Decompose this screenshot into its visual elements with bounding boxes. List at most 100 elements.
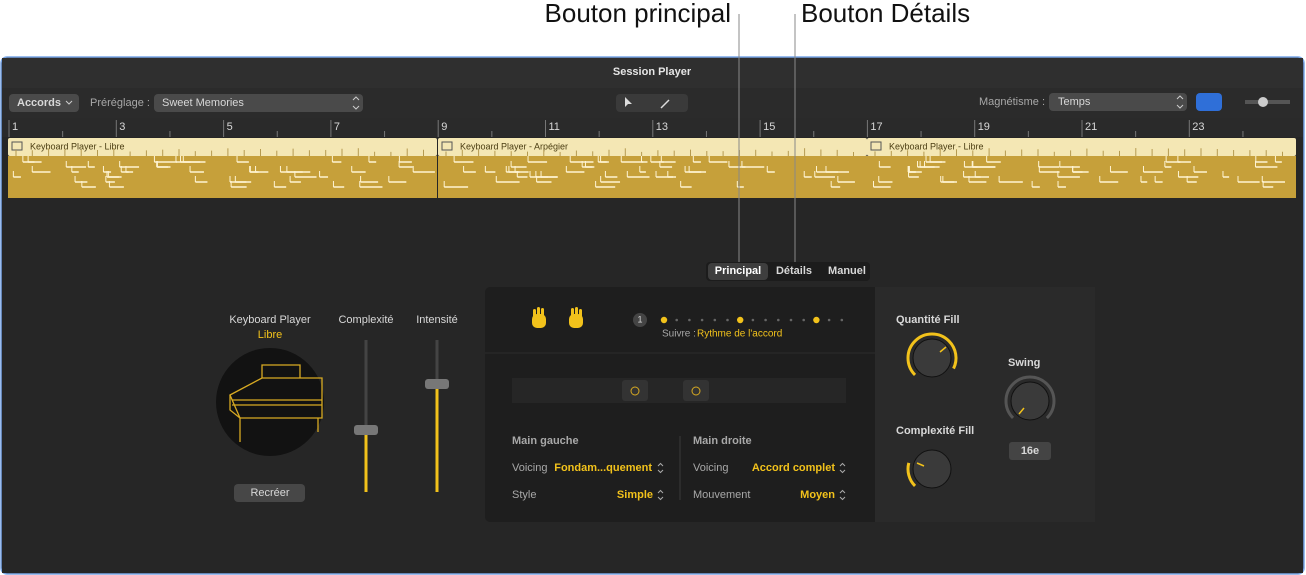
ruler-label: 3	[119, 121, 125, 133]
track-type-menu[interactable]	[9, 94, 79, 112]
piano-icon	[229, 364, 323, 442]
swing-button[interactable]	[1009, 442, 1051, 460]
player-avatar	[216, 348, 324, 456]
follow-label: Suivre :	[662, 329, 696, 340]
tab[interactable]: Détails	[776, 265, 812, 277]
ruler-label: 17	[870, 121, 882, 133]
field-label: Voicing	[512, 462, 547, 474]
step-dot	[737, 316, 744, 324]
field-label: Mouvement	[693, 489, 750, 501]
step-dot	[764, 318, 767, 322]
step-dot	[777, 318, 780, 322]
chevron	[65, 100, 73, 105]
title-bar	[2, 58, 1303, 88]
field-value[interactable]: Moyen	[800, 489, 835, 501]
step-dot	[802, 318, 805, 322]
knob-arc	[1004, 375, 1056, 427]
hand-icons[interactable]	[532, 307, 583, 328]
tab[interactable]: Principal	[715, 265, 761, 277]
region-header	[438, 138, 867, 156]
ruler-label: 15	[763, 121, 775, 133]
track-type: Accords	[17, 97, 61, 109]
knob-indicator	[939, 346, 947, 353]
step-dot	[789, 318, 793, 322]
field-value[interactable]: Fondam...quement	[554, 462, 652, 474]
snap-toggle[interactable]	[1196, 93, 1222, 111]
knob-label: Swing	[1008, 357, 1040, 369]
section-title: Main droite	[693, 435, 752, 447]
follow-value[interactable]: Rythme de l'accord	[697, 329, 782, 340]
region-header	[8, 138, 437, 156]
step-dot	[713, 318, 717, 322]
ruler-label: 11	[549, 121, 560, 133]
preset-label: Préréglage :	[90, 97, 150, 109]
knob-arc	[906, 332, 958, 384]
tool-menus[interactable]	[616, 94, 688, 112]
field-label: Style	[512, 489, 536, 501]
slider-thumb[interactable]	[425, 379, 449, 389]
window-title: Session Player	[613, 66, 692, 78]
field-value[interactable]: Accord complet	[752, 462, 835, 474]
step-dot	[660, 316, 668, 324]
snap-menu[interactable]	[1049, 93, 1187, 111]
step-dot	[700, 318, 704, 322]
ruler-label: 23	[1192, 121, 1204, 133]
recreate-button[interactable]	[234, 484, 305, 502]
slider-label: Intensité	[416, 314, 458, 326]
region-icon	[11, 141, 23, 151]
ruler-label: 1	[12, 121, 18, 133]
knob-arc	[906, 443, 958, 495]
chevron	[1176, 95, 1184, 109]
knob-label: Complexité Fill	[896, 425, 974, 437]
region-body	[8, 156, 437, 198]
right-hand-range[interactable]	[683, 380, 709, 401]
callout: Bouton principal	[545, 0, 731, 28]
pointer-icon	[625, 97, 632, 107]
ruler-label: 19	[978, 121, 990, 133]
left-hand-range[interactable]	[622, 380, 648, 401]
pencil-icon	[660, 99, 670, 109]
ruler-label: 13	[656, 121, 668, 133]
step-dot	[827, 318, 831, 322]
knob[interactable]	[912, 449, 952, 489]
preset: Sweet Memories	[162, 97, 244, 109]
snap-label: Magnétisme :	[979, 96, 1045, 108]
chevron	[352, 96, 360, 110]
hand-icon	[630, 386, 640, 396]
step-dot	[840, 318, 844, 322]
knob[interactable]	[1010, 381, 1050, 421]
keyboard-range	[512, 378, 846, 403]
step-dot	[726, 318, 729, 322]
ruler-label: 21	[1085, 121, 1097, 133]
player-label: Keyboard Player	[229, 314, 311, 326]
knob-indicator	[916, 462, 925, 467]
slider-thumb[interactable]	[354, 425, 378, 435]
region-name: Keyboard Player - Arpégier	[460, 141, 568, 151]
slider-label: Complexité	[338, 314, 393, 326]
knob[interactable]	[912, 338, 952, 378]
tab[interactable]: Manuel	[828, 265, 866, 277]
knob-label: Quantité Fill	[896, 314, 960, 326]
bar-badge	[633, 313, 647, 327]
zoom-thumb[interactable]	[1258, 97, 1268, 107]
chevrons	[657, 462, 846, 501]
callout: Bouton Détails	[801, 0, 970, 28]
step-dot	[751, 318, 755, 322]
field-value[interactable]: Simple	[617, 489, 653, 501]
ruler-label: 9	[441, 121, 447, 133]
section-title: Main gauche	[512, 435, 579, 447]
ruler-label: 5	[227, 121, 233, 133]
player-style: Libre	[258, 329, 282, 341]
field-label: Voicing	[693, 462, 728, 474]
ruler-label: 7	[334, 121, 340, 133]
hand-icon	[691, 386, 701, 396]
preset-menu[interactable]	[154, 94, 363, 112]
step-dot	[813, 316, 820, 324]
region-icon	[870, 141, 882, 151]
region-icon	[441, 141, 453, 151]
knob-indicator	[1018, 407, 1025, 415]
swing-value: 16e	[1021, 445, 1039, 457]
region-name: Keyboard Player - Libre	[889, 141, 984, 151]
snap: Temps	[1058, 96, 1091, 108]
